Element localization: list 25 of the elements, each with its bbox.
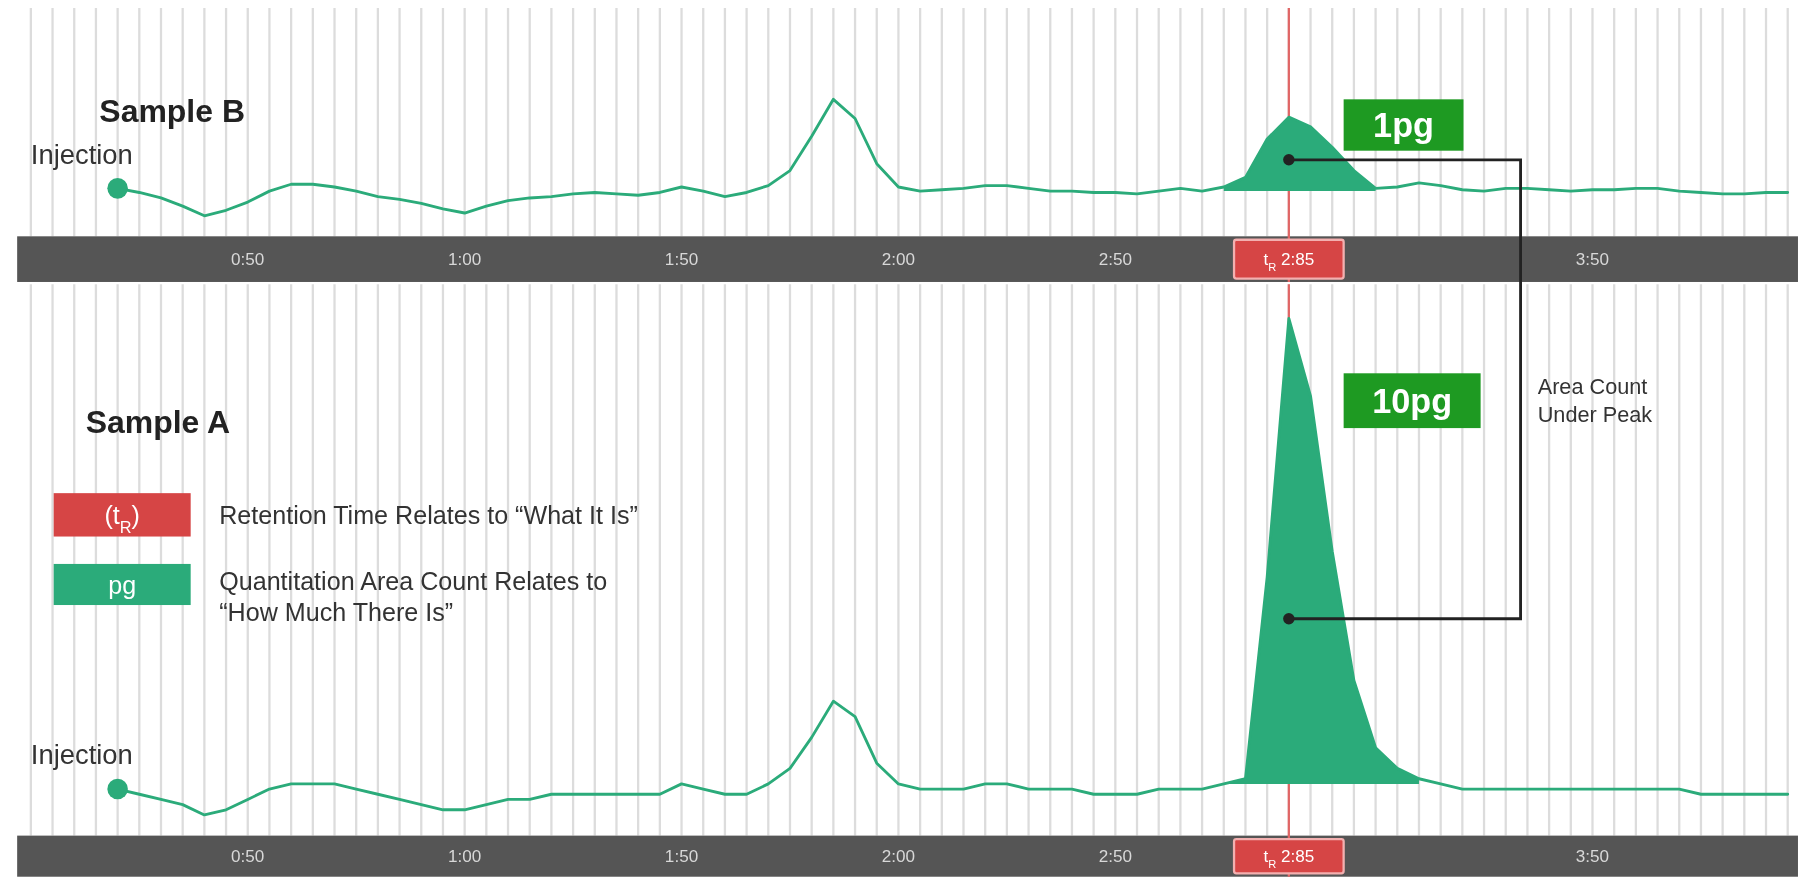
x-tick-label: 1:50 bbox=[664, 846, 699, 866]
annotation: (t$_{R}$) bbox=[104, 500, 140, 536]
x-tick-label: 0:50 bbox=[231, 846, 265, 866]
annotation: pg bbox=[108, 570, 137, 599]
x-tick-label: t$_{R}$ 2:85 bbox=[1263, 846, 1315, 870]
x-tick-label: 3:50 bbox=[1575, 846, 1610, 866]
x-tick-label: 2:00 bbox=[881, 846, 916, 866]
chart-title: Sample B bbox=[99, 93, 245, 130]
x-tick-label: t$_{R}$ 2:85 bbox=[1263, 249, 1315, 273]
x-tick-label: 1:00 bbox=[447, 249, 482, 269]
x-tick-label: 2:50 bbox=[1098, 249, 1132, 269]
annotation: Area Count Under Peak bbox=[1537, 373, 1653, 428]
annotation: Injection bbox=[30, 738, 133, 770]
annotation: Injection bbox=[30, 139, 133, 171]
annotation: Retention Time Relates to “What It Is” bbox=[219, 500, 638, 529]
x-tick-label: 2:00 bbox=[881, 249, 916, 269]
x-tick-label: 3:50 bbox=[1575, 249, 1610, 269]
x-tick-label: 0:50 bbox=[231, 249, 265, 269]
annotation: Quantitation Area Count Relates to “How Much There Is” bbox=[219, 567, 608, 627]
annotation: 10pg bbox=[1372, 382, 1453, 421]
x-tick-label: 1:50 bbox=[664, 249, 699, 269]
text: Sample A bbox=[85, 403, 231, 440]
x-tick-label: 2:50 bbox=[1098, 846, 1132, 866]
annotation: 1pg bbox=[1373, 106, 1435, 145]
x-tick-label: 1:00 bbox=[447, 846, 482, 866]
